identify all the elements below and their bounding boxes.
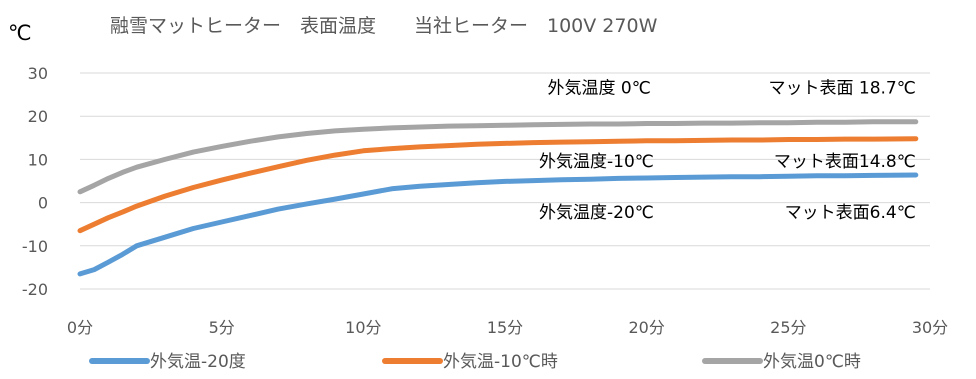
series-line-2 xyxy=(77,119,919,195)
annotation-5: マット表面6.4℃ xyxy=(785,203,916,223)
series-line-1 xyxy=(77,136,919,234)
x-tick-label: 5分 xyxy=(209,318,235,337)
annotation-4: 外気温度-20℃ xyxy=(539,203,654,223)
legend-label-0: 外気温-20度 xyxy=(150,352,246,372)
x-tick-label: 15分 xyxy=(487,318,523,337)
annotation-1: マット表面 18.7℃ xyxy=(768,79,915,99)
grid-lines xyxy=(80,72,930,290)
y-tick-label: 0 xyxy=(38,194,48,213)
annotations: 外気温度 0℃ マット表面 18.7℃ 外気温度-10℃ マット表面14.8℃ 外気温度… xyxy=(539,79,916,223)
x-tick-label: 10分 xyxy=(345,318,381,337)
chart-title: 融雪マットヒーター 表面温度 当社ヒーター 100V 270W xyxy=(110,15,658,37)
annotation-3: マット表面14.8℃ xyxy=(774,152,916,172)
y-tick-labels: 30 20 10 0 -10 -20 xyxy=(22,64,48,299)
annotation-0: 外気温度 0℃ xyxy=(548,79,651,99)
legend-label-1: 外気温-10℃時 xyxy=(443,352,558,372)
y-axis-unit: ℃ xyxy=(8,21,32,45)
x-tick-label: 25分 xyxy=(770,318,806,337)
x-tick-label: 30分 xyxy=(912,318,948,337)
x-tick-label: 20分 xyxy=(628,318,664,337)
y-tick-label: 30 xyxy=(28,64,48,83)
legend: 外気温-20度 外気温-10℃時 外気温0℃時 xyxy=(89,352,861,372)
y-tick-label: -20 xyxy=(22,280,48,299)
y-tick-label: 10 xyxy=(28,150,48,169)
x-tick-label: 0分 xyxy=(67,318,93,337)
series-lines xyxy=(77,119,919,277)
y-tick-label: -10 xyxy=(22,237,48,256)
x-tick-labels: 0分 5分 10分 15分 20分 25分 30分 xyxy=(67,318,948,337)
series-line-0 xyxy=(77,172,919,277)
legend-label-2: 外気温0℃時 xyxy=(763,352,861,372)
annotation-2: 外気温度-10℃ xyxy=(539,152,654,172)
y-tick-label: 20 xyxy=(28,107,48,126)
